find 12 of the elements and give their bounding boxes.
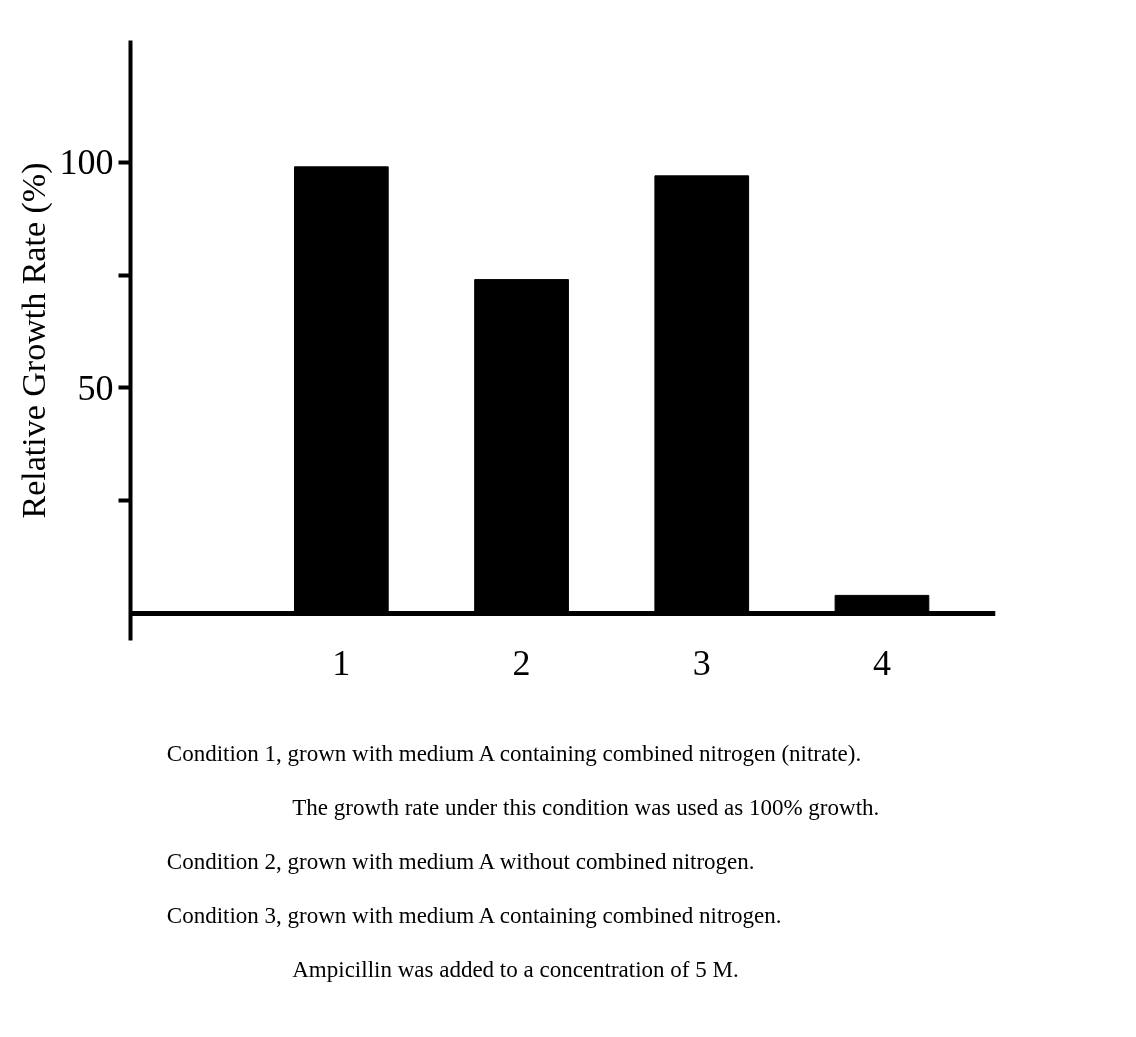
y-axis-title: Relative Growth Rate (%)	[14, 162, 53, 519]
y-tick-label: 50	[77, 367, 114, 408]
text: Ampicillin was added to a concentration of 5 M.	[292, 956, 739, 982]
text: The growth rate under this condition was used as 100% growth.	[292, 794, 880, 820]
text: Condition 1, grown with medium A containing combined nitrogen (nitrate).	[166, 740, 862, 766]
x-tick-label: 3	[692, 642, 711, 683]
y-tick-label: 100	[59, 142, 114, 183]
text: Condition 3, grown with medium A containing combined nitrogen.	[166, 902, 782, 928]
text: Condition 2, grown with medium A without combined nitrogen.	[166, 848, 755, 874]
x-tick-label: 2	[512, 642, 531, 683]
x-tick-label: 4	[872, 642, 891, 683]
x-tick-label: 1	[332, 642, 351, 683]
